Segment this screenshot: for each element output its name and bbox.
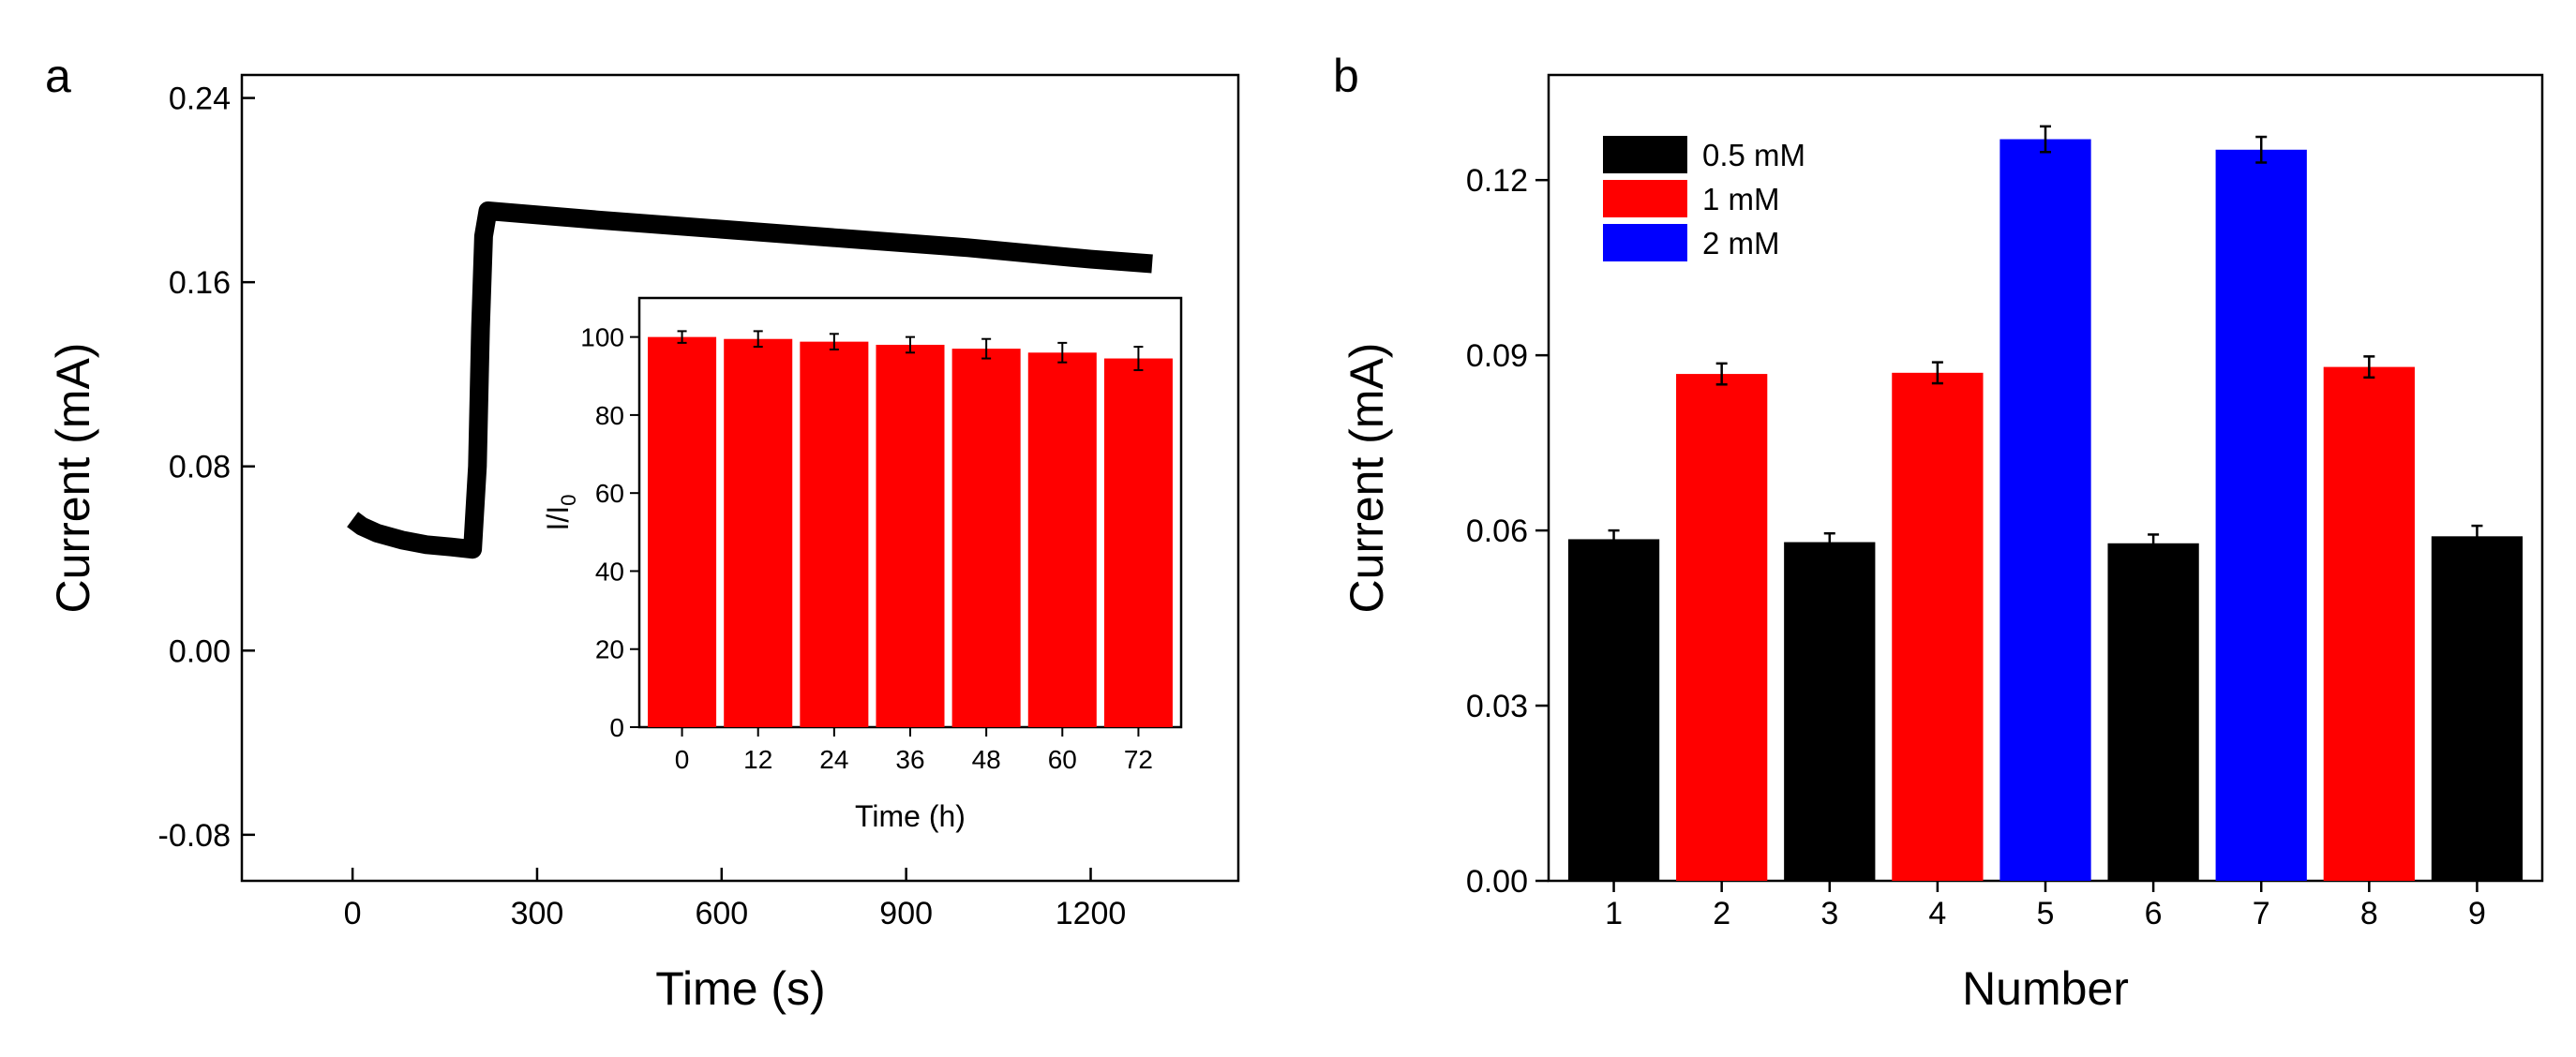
- legend-swatch: [1603, 136, 1687, 173]
- panel-a-y-tick-label: 0.00: [169, 633, 231, 669]
- legend-swatch: [1603, 224, 1687, 261]
- panel-a-plot-frame: [240, 73, 1240, 883]
- panel-b-label: b: [1333, 50, 1359, 102]
- legend: 0.5 mM 1 mM 2 mM: [1603, 136, 1805, 261]
- panel-b-x-tick-label: 7: [2253, 896, 2270, 931]
- inset-bar: [876, 344, 945, 727]
- panel-a-y-tick-label: -0.08: [158, 818, 232, 854]
- panel-a-x-tick-label: 300: [511, 896, 564, 931]
- panel-b-x-tick-label: 5: [2037, 896, 2055, 931]
- panel-a-y-axis-label: Current (mA): [47, 343, 99, 614]
- legend-swatch: [1603, 180, 1687, 217]
- panel-b-x-tick-label: 8: [2360, 896, 2378, 931]
- panel-b-chart: 0.00 0.03 0.06 0.09 0.12 1 2 3 4 5 6 7 8 9 0.5 mM 1 m…: [1340, 73, 2544, 1015]
- inset-y-tick-label: 20: [595, 635, 624, 664]
- inset-x-tick-label: 12: [743, 745, 772, 774]
- panel-a-y-tick-label: 0.08: [169, 450, 231, 485]
- inset-x-tick-label: 72: [1124, 745, 1153, 774]
- legend-label: 0.5 mM: [1702, 138, 1805, 172]
- inset-x-axis-label: Time (h): [855, 799, 966, 833]
- bar-3: [1784, 542, 1876, 881]
- inset-y-tick-label: 0: [609, 713, 624, 742]
- panel-b-y-tick-label: 0.06: [1466, 514, 1528, 549]
- inset-bar-chart: 0 20 40 60 80 100 0 12 24 36 48 60 72 I/I0 Time (h): [541, 296, 1183, 833]
- panel-b-x-tick-label: 6: [2145, 896, 2163, 931]
- bar-9: [2431, 536, 2524, 881]
- inset-y-tick-label: 80: [595, 401, 624, 430]
- panel-a-y-tick-label: 0.24: [169, 82, 231, 117]
- inset-x-tick-label: 36: [895, 745, 924, 774]
- inset-bar: [1103, 358, 1173, 727]
- panel-b-x-tick-label: 3: [1820, 896, 1838, 931]
- bar-2: [1676, 374, 1768, 881]
- panel-b-x-axis-label: Number: [1962, 962, 2129, 1015]
- legend-label: 1 mM: [1702, 182, 1780, 216]
- bar-5: [1999, 139, 2091, 881]
- panel-a-x-tick-label: 900: [879, 896, 933, 931]
- panel-b-x-tick-label: 1: [1605, 896, 1623, 931]
- panel-b-x-tick-label: 2: [1713, 896, 1730, 931]
- bar-4: [1892, 372, 1984, 882]
- inset-y-tick-label: 100: [580, 323, 624, 352]
- bar-8: [2323, 366, 2415, 881]
- inset-x-tick-label: 48: [972, 745, 1001, 774]
- panel-a-x-tick-label: 0: [344, 896, 362, 931]
- inset-x-tick-label: 0: [675, 745, 690, 774]
- panel-a-x-tick-label: 1200: [1056, 896, 1127, 931]
- panel-b-y-tick-label: 0.12: [1466, 163, 1528, 199]
- legend-label: 2 mM: [1702, 226, 1780, 261]
- panel-b-x-tick-label: 9: [2468, 896, 2486, 931]
- panel-b-x-tick-label: 4: [1928, 896, 1946, 931]
- panel-b-y-tick-label: 0.09: [1466, 338, 1528, 374]
- inset-x-tick-label: 60: [1048, 745, 1077, 774]
- panel-a-chart: -0.080.000.080.160.24 0 300 600 900 1200 Cur…: [47, 73, 1240, 1015]
- bar-7: [2215, 149, 2307, 881]
- inset-y-tick-label: 40: [595, 557, 624, 586]
- inset-x-tick-label: 24: [819, 745, 848, 774]
- inset-bar: [648, 336, 717, 727]
- current-trace-line: [347, 201, 1153, 559]
- inset-y-tick-label: 60: [595, 479, 624, 508]
- inset-bar: [724, 338, 793, 727]
- inset-bar: [1027, 352, 1097, 727]
- panel-b-y-tick-label: 0.00: [1466, 864, 1528, 900]
- bar-6: [2107, 543, 2199, 881]
- inset-y-axis-label: I/I0: [541, 495, 580, 531]
- panel-b-y-axis-label: Current (mA): [1340, 343, 1393, 614]
- bar-1: [1567, 539, 1660, 881]
- panel-a-y-tick-label: 0.16: [169, 265, 231, 301]
- panel-a-x-tick-label: 600: [695, 896, 748, 931]
- inset-bar: [800, 341, 869, 727]
- panel-b-y-tick-label: 0.03: [1466, 689, 1528, 724]
- inset-bar: [951, 349, 1021, 727]
- panel-a-label: a: [45, 50, 71, 102]
- panel-a-x-axis-label: Time (s): [655, 962, 825, 1015]
